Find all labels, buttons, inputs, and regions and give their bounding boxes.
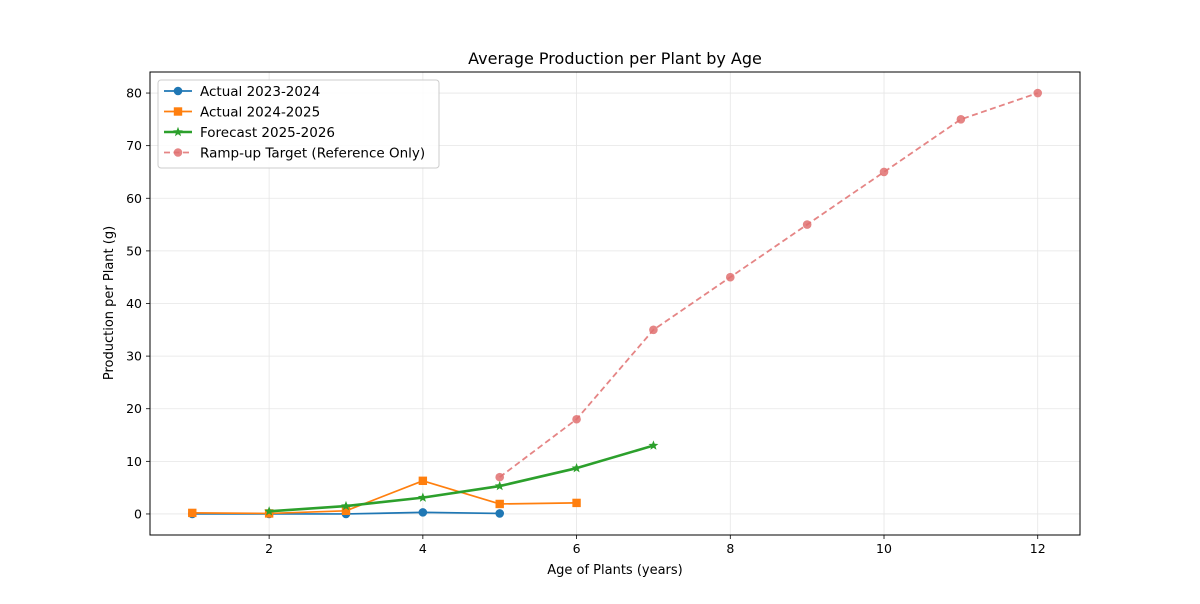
data-point	[417, 492, 428, 502]
data-point	[572, 414, 581, 424]
data-point	[264, 506, 275, 516]
axis-ticks: 2 4 6 8 10 12 0 10 20 30 40 50 60 70 80	[126, 86, 1046, 556]
legend-marker	[173, 86, 183, 96]
data-point	[572, 498, 581, 508]
y-tick-label: 30	[126, 349, 142, 364]
data-point	[879, 167, 889, 177]
data-point	[341, 506, 351, 515]
y-tick-label: 20	[126, 401, 142, 416]
legend-entry: Ramp-up Target (Reference Only)	[164, 146, 425, 162]
y-tick-label: 0	[134, 506, 142, 521]
legend-marker	[173, 126, 183, 137]
legend-label: Ramp-up Target (Reference Only)	[200, 146, 425, 162]
legend-entry: Actual 2023-2024	[164, 84, 320, 100]
x-tick-label: 10	[876, 541, 892, 556]
grid	[150, 72, 1080, 535]
series-3	[264, 440, 659, 516]
data-point	[571, 462, 582, 473]
legend-box	[157, 79, 440, 169]
chart-title: Average Production per Plant by Age	[468, 49, 762, 68]
x-axis-label: Age of Plants (years)	[547, 563, 683, 578]
x-tick-label: 6	[573, 541, 581, 556]
legend: Actual 2023-2024 Actual 2024-2025 Forecast…	[157, 79, 440, 169]
data-point	[649, 325, 658, 335]
data-point	[1033, 88, 1043, 98]
legend-label: Forecast 2025-2026	[200, 125, 335, 141]
legend-label: Actual 2024-2025	[200, 105, 320, 121]
y-axis-label: Production per Plant (g)	[102, 226, 117, 380]
series-4	[495, 88, 1043, 482]
data-point	[188, 508, 197, 518]
data-point	[495, 472, 505, 482]
data-point	[495, 509, 505, 518]
x-tick-label: 12	[1030, 541, 1046, 556]
y-tick-label: 70	[126, 138, 142, 153]
y-tick-label: 80	[126, 86, 142, 101]
x-tick-label: 8	[726, 541, 734, 556]
legend-entry: Actual 2024-2025	[164, 105, 320, 121]
legend-entry: Forecast 2025-2026	[164, 125, 335, 141]
legend-marker	[173, 107, 183, 116]
data-point	[725, 272, 735, 282]
data-point	[418, 508, 428, 517]
legend-marker	[173, 148, 183, 157]
y-tick-label: 60	[126, 191, 142, 206]
x-tick-label: 4	[419, 541, 427, 556]
series-line	[499, 92, 1039, 478]
y-tick-label: 50	[126, 243, 142, 258]
x-tick-label: 2	[265, 541, 273, 556]
y-tick-label: 10	[126, 454, 142, 469]
data-point	[495, 499, 504, 509]
data-point	[802, 220, 812, 229]
data-point	[341, 500, 351, 511]
data-point	[418, 476, 428, 486]
y-tick-label: 40	[126, 296, 142, 311]
series-line	[269, 444, 654, 513]
legend-label: Actual 2023-2024	[200, 84, 320, 100]
data-point	[956, 115, 966, 124]
data-point	[494, 480, 505, 491]
series-line	[192, 479, 577, 515]
series-group	[187, 88, 1043, 519]
data-point	[648, 440, 659, 450]
